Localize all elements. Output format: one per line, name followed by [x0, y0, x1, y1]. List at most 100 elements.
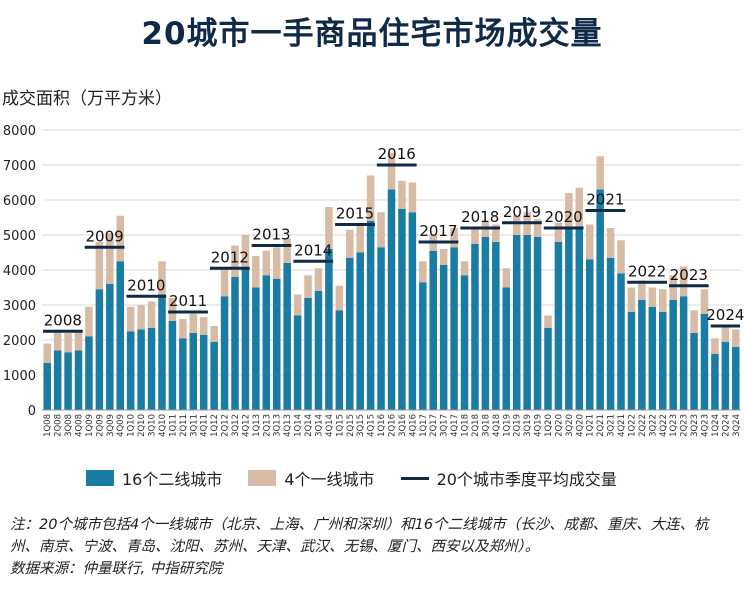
bar-tier1	[533, 219, 542, 237]
bar-tier2	[398, 208, 406, 410]
year-label: 2015	[336, 205, 374, 223]
bar-tier1	[387, 152, 396, 190]
bar-tier2	[272, 278, 281, 410]
x-tick-label: 3Q21	[607, 414, 617, 437]
y-tick-label: 5000	[3, 229, 36, 244]
x-tick-label: 1Q16	[377, 414, 387, 437]
x-tick-label: 1Q24	[711, 414, 721, 437]
x-tick-label: 3Q17	[440, 414, 450, 437]
bar-tier2	[74, 350, 83, 410]
bar-tier2	[544, 327, 552, 410]
x-tick-label: 2Q09	[95, 414, 105, 437]
year-label: 2011	[169, 292, 207, 310]
bar-tier2	[408, 212, 417, 410]
bar-tier1	[158, 261, 166, 295]
bar-tier2	[617, 273, 625, 410]
bar-tier2	[252, 287, 260, 410]
legend-label-tier2: 16个二线城市	[122, 470, 223, 489]
x-tick-label: 3Q08	[64, 414, 74, 437]
bar-tier1	[648, 287, 657, 307]
x-tick-label: 4Q21	[617, 414, 627, 437]
year-label: 2010	[127, 276, 165, 294]
bar-tier2	[471, 243, 479, 410]
bar-tier1	[669, 275, 677, 300]
year-label: 2014	[294, 241, 332, 259]
x-tick-label: 4Q15	[367, 414, 377, 437]
bar-tier2	[116, 261, 125, 410]
bar-tier1	[116, 215, 125, 262]
bar-tier2	[627, 312, 636, 410]
bar-tier1	[262, 250, 271, 276]
bar-tier2	[64, 352, 72, 410]
x-tick-label: 3Q11	[189, 414, 199, 437]
bar-tier1	[700, 289, 709, 314]
bar-tier2	[732, 347, 740, 410]
year-label: 2013	[252, 226, 290, 244]
bar-tier2	[126, 331, 135, 410]
bar-tier1	[575, 187, 584, 227]
x-tick-label: 1Q13	[252, 414, 262, 437]
x-tick-label: 4Q18	[492, 414, 502, 437]
x-tick-label: 1Q17	[419, 414, 429, 437]
bar-tier1	[439, 249, 448, 265]
x-tick-label: 1Q21	[586, 414, 596, 437]
bar-tier1	[366, 175, 375, 221]
x-tick-label: 3Q14	[314, 414, 324, 437]
x-tick-label: 4Q09	[116, 414, 126, 437]
x-tick-label: 3Q22	[648, 414, 658, 437]
x-tick-label: 3Q20	[565, 414, 575, 437]
bar-tier2	[293, 315, 302, 410]
x-tick-label: 3Q19	[523, 414, 533, 437]
chart-title: 20城市一手商品住宅市场成交量	[141, 16, 603, 52]
bar-tier2	[429, 250, 437, 410]
x-tick-label: 1Q09	[85, 414, 95, 437]
x-tick-label: 4Q14	[325, 414, 335, 437]
bar-tier1	[137, 305, 145, 330]
x-tick-label: 3Q13	[273, 414, 283, 437]
bar-tier1	[544, 315, 552, 328]
bar-tier2	[492, 242, 500, 410]
x-tick-label: 3Q16	[398, 414, 408, 437]
x-tick-label: 2Q10	[137, 414, 147, 437]
bar-tier1	[189, 313, 198, 333]
legend-item-avg: 20个城市季度平均成交量	[400, 466, 617, 490]
x-tick-label: 4Q16	[408, 414, 418, 437]
bar-tier2	[669, 299, 677, 410]
bar-tier2	[366, 221, 375, 410]
bar-tier2	[262, 275, 271, 410]
footnote-cities: 注：20个城市包括4个一线城市（北京、上海、广州和深圳）和16个二线城市（长沙、…	[10, 517, 709, 555]
bar-tier1	[638, 280, 646, 300]
x-tick-label: 1Q12	[210, 414, 220, 437]
bar-tier2	[231, 277, 239, 410]
bar-tier2	[450, 247, 458, 410]
bar-tier1	[721, 326, 730, 342]
legend-item-tier2: 16个二线城市	[86, 466, 222, 490]
bar-tier2	[335, 310, 344, 410]
x-tick-label: 4Q23	[700, 414, 710, 437]
x-tick-label: 1Q11	[168, 414, 178, 437]
legend-swatch-tier2	[86, 470, 114, 486]
y-tick-label: 0	[28, 404, 36, 419]
y-tick-label: 1000	[3, 369, 36, 384]
x-tick-label: 2Q11	[179, 414, 189, 437]
bar-tier1	[408, 182, 417, 213]
bar-tier2	[638, 299, 646, 410]
bar-tier1	[74, 331, 83, 351]
year-label: 2024	[706, 306, 744, 324]
bar-tier1	[711, 338, 719, 354]
bar-tier2	[168, 320, 177, 410]
x-tick-label: 4Q12	[241, 414, 251, 437]
bar-tier2	[199, 334, 208, 410]
bar-tier2	[387, 189, 396, 410]
x-tick-label: 4Q19	[534, 414, 544, 437]
x-tick-label: 1Q23	[669, 414, 679, 437]
bar-tier2	[690, 333, 698, 410]
bar-tier1	[106, 233, 114, 284]
x-tick-label: 3Q15	[356, 414, 366, 437]
year-label: 2021	[586, 191, 624, 209]
bar-tier2	[648, 306, 657, 410]
y-tick-label: 3000	[3, 299, 36, 314]
bar-tier2	[137, 329, 145, 410]
bar-tier1	[617, 240, 625, 274]
x-tick-label: 2Q19	[513, 414, 523, 437]
